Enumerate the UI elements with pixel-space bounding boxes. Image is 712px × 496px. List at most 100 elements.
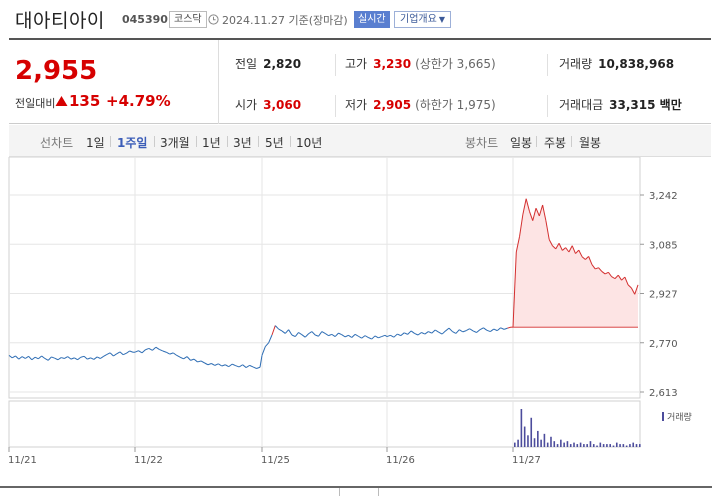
price-line-segment <box>315 334 319 337</box>
price-line-segment <box>109 352 114 357</box>
price-line-segment <box>528 211 534 221</box>
price-line-segment <box>169 352 174 355</box>
tab-3-years[interactable]: 3년 <box>233 136 252 150</box>
volume-value: 10,838,968 <box>598 57 675 71</box>
tab-daily-candle[interactable]: 일봉 <box>510 136 533 150</box>
price-line-segment <box>83 355 88 360</box>
price-chart[interactable]: 3,242 3,085 2,927 2,770 2,613 거래량 11/21 11/22 11… <box>0 157 712 486</box>
price-line-segment <box>611 276 616 280</box>
volume-bar <box>606 444 608 447</box>
price-line-segment <box>256 366 261 369</box>
candle-chart-label[interactable]: 봉차트 <box>465 136 499 150</box>
tab-1-week[interactable]: 1주일 <box>117 136 148 150</box>
price-line-segment <box>568 245 573 253</box>
volume-frame <box>8 400 641 448</box>
price-line-segment <box>542 204 547 221</box>
price-line-segment <box>591 264 596 270</box>
price-line-segment <box>344 334 349 338</box>
tab-10-years[interactable]: 10년 <box>296 136 323 150</box>
tab-monthly-candle[interactable]: 월봉 <box>579 136 602 150</box>
price-line-segment <box>284 329 289 334</box>
volume-bar <box>573 442 575 447</box>
price-line-segment <box>218 363 223 367</box>
x-tick-label: 11/21 <box>8 455 37 466</box>
tab-5-years[interactable]: 5년 <box>265 136 284 150</box>
volume-bar <box>602 444 605 447</box>
price-line-segment <box>8 354 13 359</box>
y-tick-label: 3,242 <box>649 191 678 202</box>
price-line-segment <box>548 239 553 246</box>
price-line-segment <box>145 347 150 351</box>
price-line-segment <box>374 335 379 339</box>
price-line-segment <box>57 357 62 361</box>
volume-bar <box>517 439 519 447</box>
volume-bar <box>622 444 625 447</box>
price-line-segment <box>479 327 484 331</box>
volume-bar <box>550 436 552 447</box>
price-line-segment <box>268 334 273 344</box>
date-text: 2024.11.27 기준(장마감) <box>222 14 348 27</box>
price-line-segment <box>221 364 226 367</box>
price-line-segment <box>70 357 75 360</box>
price-line-segment <box>507 326 512 329</box>
price-line-segment <box>148 348 153 351</box>
tab-1-year[interactable]: 1년 <box>202 136 221 150</box>
price-line-segment <box>159 348 163 352</box>
stock-name[interactable]: 대아티아이 <box>15 10 105 32</box>
volume-bar <box>566 441 569 447</box>
price-line-segment <box>311 331 316 336</box>
price-line-segment <box>438 331 443 335</box>
price-line-segment <box>634 284 639 295</box>
price-line-segment <box>51 356 55 359</box>
title-row: 대아티아이 045390 코스닥 2024.11.27 기준(장마감) 실시간 … <box>0 0 712 38</box>
price-line-segment <box>90 357 95 360</box>
volume-bar <box>576 444 579 447</box>
price-line-segment <box>515 236 521 253</box>
price-line-segment <box>47 356 52 361</box>
price-line-segment <box>621 276 626 281</box>
price-line-segment <box>155 346 160 350</box>
volume-cell: 거래량 10,838,968 <box>559 53 674 75</box>
tab-3-months[interactable]: 3개월 <box>160 136 190 150</box>
tab-divider <box>196 136 197 147</box>
x-tick-label: 11/26 <box>386 455 415 466</box>
price-line-segment <box>96 356 101 359</box>
price-line-segment <box>113 353 117 357</box>
amount-value: 33,315 백만 <box>609 98 682 112</box>
price-line-segment <box>328 333 332 337</box>
price-line-segment <box>421 332 426 335</box>
price-line-segment <box>134 350 139 353</box>
price-line-segment <box>338 332 342 336</box>
price-line-segment <box>207 363 212 366</box>
lower-limit: (하한가 1,975) <box>415 98 496 112</box>
price-line-segment <box>294 332 299 337</box>
price-line-segment <box>74 357 78 361</box>
line-chart-label[interactable]: 선차트 <box>40 136 74 150</box>
tab-divider <box>227 136 228 147</box>
company-overview-button[interactable]: 기업개요 ▼ <box>394 11 451 28</box>
open-cell: 시가 3,060 <box>235 94 301 116</box>
volume-bar <box>635 444 638 447</box>
low-value: 2,905 <box>373 98 412 112</box>
price-line-segment <box>483 327 488 331</box>
price-line-segment <box>116 351 121 355</box>
price-line-segment <box>100 355 104 359</box>
tab-1-day[interactable]: 1일 <box>86 136 105 150</box>
price-line-segment <box>459 329 464 333</box>
price-line-segment <box>452 331 457 334</box>
volume-bar <box>612 445 615 447</box>
price-line-segment <box>558 243 563 251</box>
realtime-button[interactable]: 실시간 <box>354 11 390 28</box>
price-line-segment <box>238 364 243 368</box>
volume-bar <box>629 444 631 447</box>
price-line-segment <box>532 208 537 221</box>
price-line-segment <box>364 335 369 338</box>
x-tick-label: 11/27 <box>512 455 541 466</box>
amount-cell: 거래대금 33,315 백만 <box>559 94 682 116</box>
price-line-segment <box>455 329 460 334</box>
collapse-chart-button[interactable] <box>339 488 379 496</box>
tab-weekly-candle[interactable]: 주봉 <box>544 136 567 150</box>
volume-bar <box>632 442 635 447</box>
volume-bar <box>540 439 542 447</box>
volume-label: 거래량 <box>559 57 593 71</box>
